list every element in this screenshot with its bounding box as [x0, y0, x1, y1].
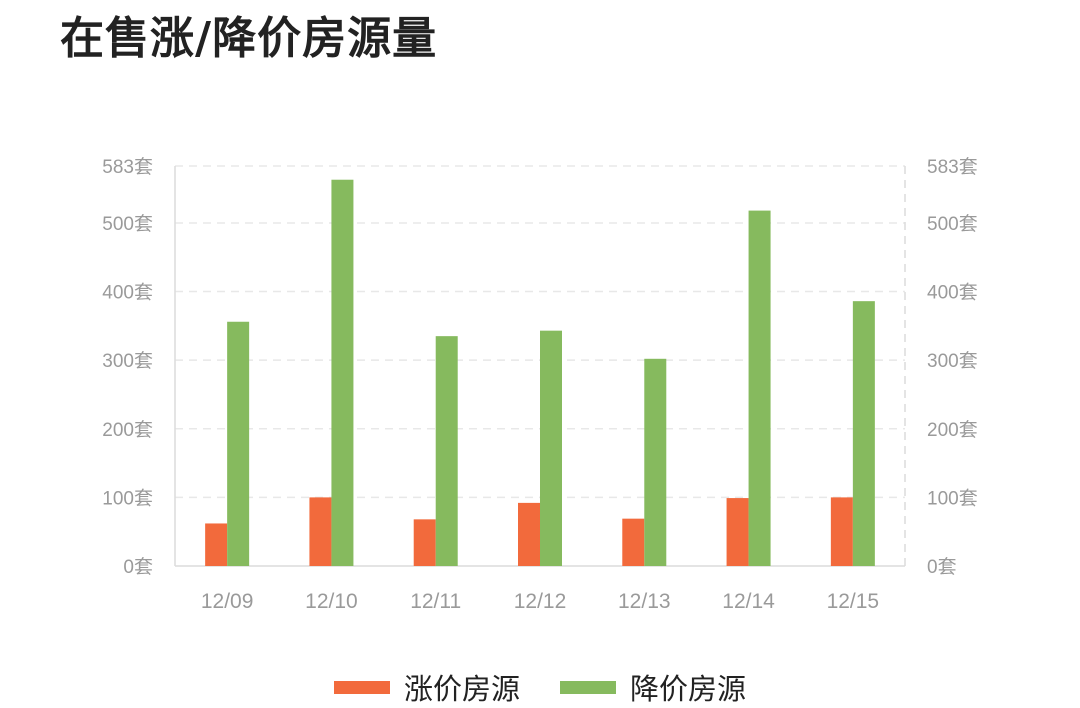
legend-item-rise: 涨价房源: [333, 666, 520, 708]
legend-label-drop: 降价房源: [630, 672, 747, 706]
x-axis-ticks: 12/09 12/10 12/11 12/12 12/13 12/14 12/15: [201, 590, 879, 613]
bar-drop: [852, 301, 875, 566]
bar-rise: [205, 523, 228, 566]
legend-label-rise: 涨价房源: [403, 672, 520, 706]
bar-rise: [622, 518, 645, 566]
legend-swatch-rise: [333, 680, 390, 694]
y-tick-label-right: 300套: [927, 350, 978, 372]
bar-drop: [540, 330, 562, 566]
bar-rise: [726, 498, 749, 566]
chart-title: 在售涨/降价房源量: [60, 13, 438, 64]
y-tick-label-left: 400套: [102, 282, 153, 304]
y-axis-right-ticks: 0套 100套 200套 300套 400套 500套 583套: [927, 156, 978, 578]
bar-drop: [435, 336, 458, 566]
bar-drop: [748, 210, 771, 566]
x-tick-label: 12/14: [722, 590, 775, 613]
y-tick-label-right: 0套: [927, 556, 957, 578]
y-tick-label-right: 400套: [927, 282, 978, 304]
legend: 涨价房源 降价房源: [0, 666, 1080, 708]
legend-item-drop: 降价房源: [560, 666, 746, 708]
y-tick-label-left: 200套: [102, 419, 153, 441]
x-tick-label: 12/10: [305, 590, 358, 613]
bar-drop: [331, 179, 354, 567]
y-tick-label-right: 583套: [927, 156, 978, 178]
bar-rise: [413, 519, 436, 566]
bar-drop: [644, 358, 667, 566]
bar-rise: [518, 502, 540, 566]
x-tick-label: 12/09: [201, 590, 254, 613]
bar-rise: [309, 497, 332, 566]
bar-chart: 0套 100套 200套 300套 400套 500套 583套 0套 100套 200套 300…: [102, 156, 978, 613]
y-tick-label-left: 100套: [102, 487, 153, 509]
x-tick-label: 12/12: [514, 590, 567, 613]
x-tick-label: 12/15: [827, 590, 880, 613]
bar-rise: [830, 497, 853, 566]
y-tick-label-left: 300套: [102, 350, 153, 372]
bars: [205, 179, 875, 567]
legend-swatch-drop: [560, 680, 616, 694]
y-tick-label-right: 200套: [927, 419, 978, 441]
y-tick-label-left: 0套: [123, 556, 153, 578]
x-tick-label: 12/13: [618, 590, 671, 613]
y-tick-label-left: 583套: [102, 156, 153, 178]
y-tick-label-right: 500套: [927, 213, 978, 235]
bar-drop: [227, 321, 250, 566]
y-tick-label-right: 100套: [927, 487, 978, 509]
x-tick-label: 12/11: [410, 590, 461, 613]
y-tick-label-left: 500套: [102, 213, 153, 235]
y-axis-left-ticks: 0套 100套 200套 300套 400套 500套 583套: [102, 156, 153, 578]
